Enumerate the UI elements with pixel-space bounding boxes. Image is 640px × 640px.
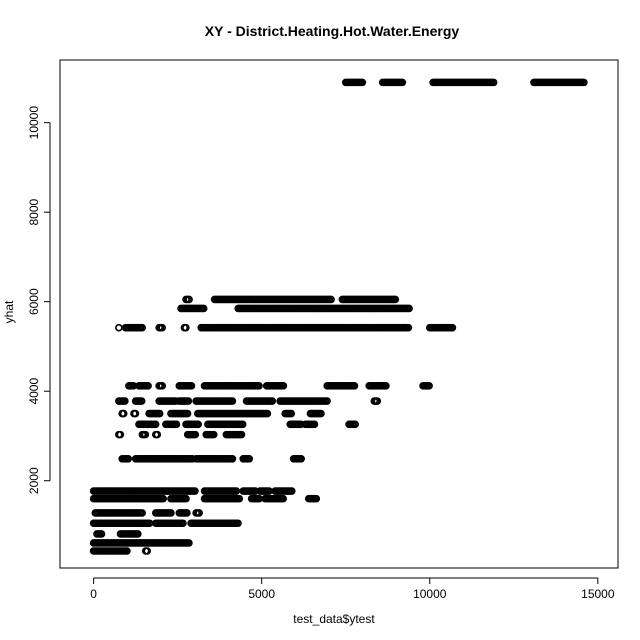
- data-point: [195, 509, 203, 517]
- x-tick-label: 10000: [413, 587, 447, 601]
- plot-frame: [59, 59, 619, 569]
- data-point: [448, 323, 457, 332]
- data-point: [279, 382, 288, 390]
- data-point: [237, 430, 246, 439]
- data-point: [323, 397, 331, 405]
- x-axis-label: test_data$ytest: [293, 612, 375, 626]
- data-point: [185, 295, 193, 304]
- data-point: [255, 382, 263, 390]
- data-point: [182, 494, 190, 503]
- data-point: [238, 420, 247, 429]
- data-point: [143, 547, 152, 555]
- data-point: [382, 382, 390, 390]
- data-point: [138, 323, 146, 332]
- data-point: [191, 430, 200, 439]
- data-point: [312, 494, 321, 503]
- y-tick-label: 2000: [27, 467, 41, 494]
- data-points: [89, 78, 588, 555]
- data-point: [263, 409, 272, 418]
- x-tick-label: 5000: [248, 587, 275, 601]
- data-point: [191, 487, 199, 495]
- data-point: [279, 494, 288, 503]
- data-point: [268, 397, 277, 405]
- data-point: [158, 382, 166, 390]
- data-point: [489, 78, 498, 87]
- data-point: [183, 509, 191, 517]
- data-point: [404, 323, 413, 332]
- data-point: [158, 323, 166, 332]
- data-point: [580, 78, 588, 87]
- data-point: [124, 454, 133, 463]
- data-point: [373, 397, 382, 405]
- data-point: [234, 519, 242, 528]
- data-point: [327, 295, 335, 304]
- y-tick-label: 8000: [27, 199, 41, 226]
- data-point: [405, 304, 413, 313]
- data-point: [144, 382, 152, 390]
- data-point: [116, 430, 125, 439]
- data-point: [185, 539, 193, 547]
- y-axis-label: yhat: [2, 300, 16, 323]
- x-axis: 0 5000 10000 15000: [90, 577, 615, 601]
- data-point: [179, 519, 187, 528]
- data-point: [153, 430, 162, 439]
- data-point: [235, 494, 244, 503]
- data-point: [317, 409, 325, 418]
- data-point: [297, 454, 305, 463]
- data-point: [187, 382, 196, 390]
- data-point: [350, 382, 359, 390]
- data-point: [121, 397, 129, 405]
- data-point: [172, 420, 181, 429]
- chart-title: XY - District.Heating.Hot.Water.Energy: [205, 23, 460, 39]
- data-point: [119, 409, 128, 418]
- data-point: [310, 420, 319, 429]
- data-point: [184, 397, 193, 405]
- y-tick-label: 4000: [27, 378, 41, 405]
- data-point: [287, 409, 296, 418]
- y-axis: 2000 4000 6000 8000 10000: [27, 106, 51, 494]
- data-point: [134, 530, 142, 538]
- data-point: [138, 509, 146, 517]
- data-point: [351, 420, 359, 429]
- data-point: [228, 454, 237, 463]
- data-point: [245, 454, 254, 463]
- y-tick-label: 10000: [27, 106, 41, 140]
- y-tick-label: 6000: [27, 288, 41, 315]
- data-point: [131, 409, 140, 418]
- data-point: [391, 295, 400, 304]
- data-point: [97, 530, 106, 538]
- data-point: [151, 420, 160, 429]
- data-point: [182, 323, 190, 332]
- data-point: [137, 397, 146, 405]
- data-point: [209, 430, 218, 439]
- data-point: [425, 382, 433, 390]
- data-point: [123, 547, 131, 555]
- data-point: [155, 409, 164, 418]
- data-point: [199, 304, 208, 313]
- data-point: [287, 487, 296, 495]
- data-point: [115, 323, 123, 332]
- data-point: [141, 430, 150, 439]
- data-point: [358, 78, 367, 87]
- data-point: [159, 494, 167, 503]
- data-point: [228, 397, 237, 405]
- data-point: [398, 78, 407, 87]
- data-point: [232, 487, 241, 495]
- data-point: [167, 509, 175, 517]
- data-point: [194, 420, 202, 429]
- x-tick-label: 15000: [581, 587, 615, 601]
- x-tick-label: 0: [90, 587, 97, 601]
- data-point: [183, 409, 192, 418]
